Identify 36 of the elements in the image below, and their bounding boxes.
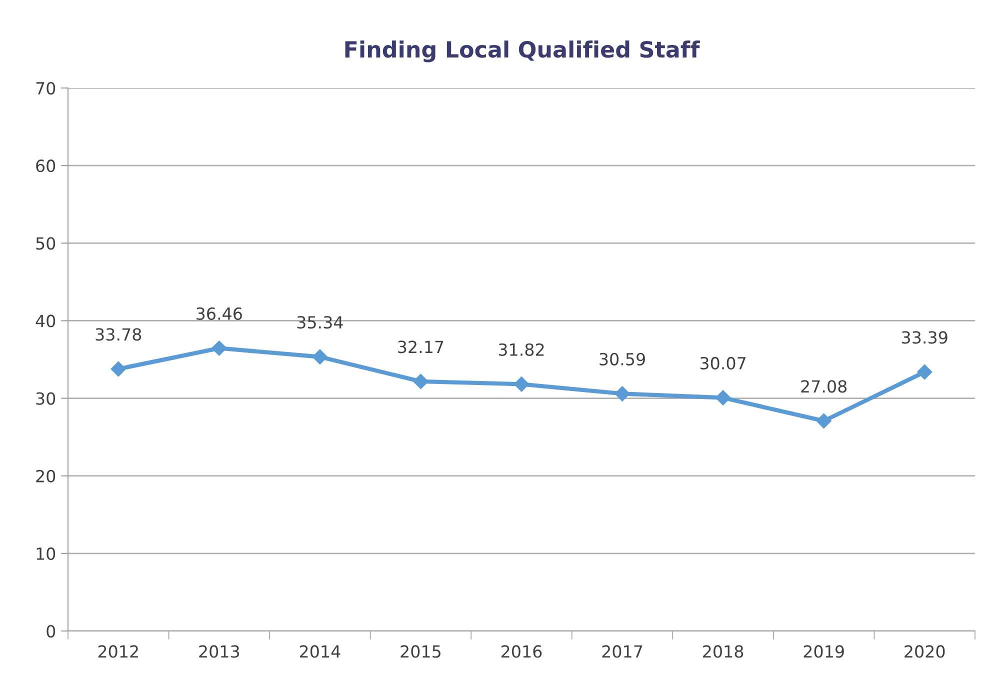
point	[212, 340, 227, 356]
point	[514, 376, 530, 392]
point	[413, 374, 428, 390]
data-label: 33.39	[902, 331, 948, 344]
data-label: 35.34	[297, 316, 343, 329]
x-tick-label: 2016	[502, 645, 542, 658]
y-tick-label: 60	[36, 160, 56, 172]
y-tick-label: 30	[36, 392, 56, 405]
data-label: 32.17	[398, 340, 444, 354]
y-tick-label: 10	[36, 547, 56, 560]
x-tick-label: 2014	[300, 645, 340, 658]
x-tick-label: 2018	[703, 645, 744, 658]
x-tick-label: 2019	[804, 645, 844, 658]
y-tick-label: 70	[36, 82, 56, 95]
x-tick-label: 2015	[400, 645, 440, 658]
point	[312, 349, 328, 364]
x-tick-label: 2013	[199, 645, 240, 658]
x-tick-label: 2012	[98, 645, 138, 658]
point	[110, 361, 126, 377]
data-label: 36.46	[196, 307, 242, 320]
point	[614, 386, 630, 402]
x-tick-label: 2020	[904, 645, 945, 658]
data-label: 31.82	[498, 343, 544, 356]
data-label: 30.59	[600, 352, 645, 366]
data-label: 33.78	[96, 328, 142, 341]
point	[715, 390, 731, 406]
y-tick-label: 40	[36, 314, 56, 328]
y-tick-label: 20	[36, 470, 56, 482]
x-tick-label: 2017	[602, 645, 642, 658]
data-label: 27.08	[801, 380, 847, 393]
chart-title: Finding Local Qualified Staff	[345, 40, 700, 62]
y-tick-label: 50	[36, 237, 56, 250]
data-label: 30.07	[700, 356, 746, 370]
y-tick-label: 0	[46, 624, 56, 638]
point	[917, 364, 932, 380]
point	[816, 413, 832, 429]
